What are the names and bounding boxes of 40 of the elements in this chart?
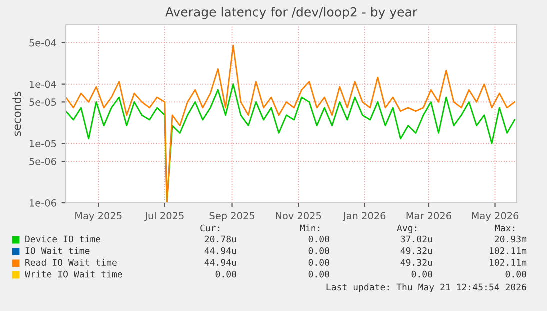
x-tick-label: Jan 2026 (342, 212, 386, 222)
text: 0.00 (216, 270, 236, 278)
x-tick-label: May 2025 (76, 212, 122, 222)
y-axis-title: seconds (12, 92, 22, 136)
text: 102.11m (490, 259, 527, 266)
text: 49.32u (400, 248, 432, 254)
text: 0.00 (308, 248, 330, 254)
text: 0.00 (506, 270, 526, 278)
y-tick-label: 1e-05 (30, 140, 56, 148)
text: 49.32u (400, 259, 432, 266)
y-tick-label: 5e-05 (30, 98, 56, 106)
x-tick-label: Mar 2026 (406, 212, 452, 220)
text: Last update: Thu May 21 12:45:54 2026 (326, 284, 526, 292)
text: 44.94u (204, 259, 236, 266)
chart-title: Average latency for /dev/loop2 - by year (166, 7, 418, 20)
text: 20.93m (495, 236, 527, 243)
y-tick-label: 1e-06 (30, 199, 56, 207)
text: Max: (495, 224, 515, 232)
legend-label: IO Wait time (26, 247, 90, 254)
y-tick-label: 5e-06 (30, 158, 56, 166)
x-tick-label: Sep 2025 (210, 212, 254, 222)
text: 37.02u (400, 236, 432, 243)
legend-label: Read IO Wait time (26, 259, 117, 266)
text: 0.00 (308, 259, 330, 266)
text: 0.00 (412, 270, 432, 278)
y-tick-label: 1e-04 (30, 80, 56, 88)
text: Min: (300, 224, 320, 232)
y-tick-label: 5e-04 (30, 39, 56, 47)
legend-label: Device IO time (26, 236, 101, 243)
text: Cur: (200, 224, 220, 232)
x-tick-label: Jul 2025 (144, 212, 184, 222)
text: 102.11m (490, 248, 527, 254)
text: 44.94u (204, 248, 236, 254)
legend-label: Write IO Wait time (25, 270, 122, 278)
text: 20.78u (205, 236, 236, 243)
x-tick-label: Nov 2025 (276, 212, 322, 220)
text: 0.00 (308, 270, 330, 278)
x-tick-label: May 2026 (472, 212, 519, 222)
text: Avg: (397, 224, 417, 234)
text: 0.00 (308, 236, 330, 243)
